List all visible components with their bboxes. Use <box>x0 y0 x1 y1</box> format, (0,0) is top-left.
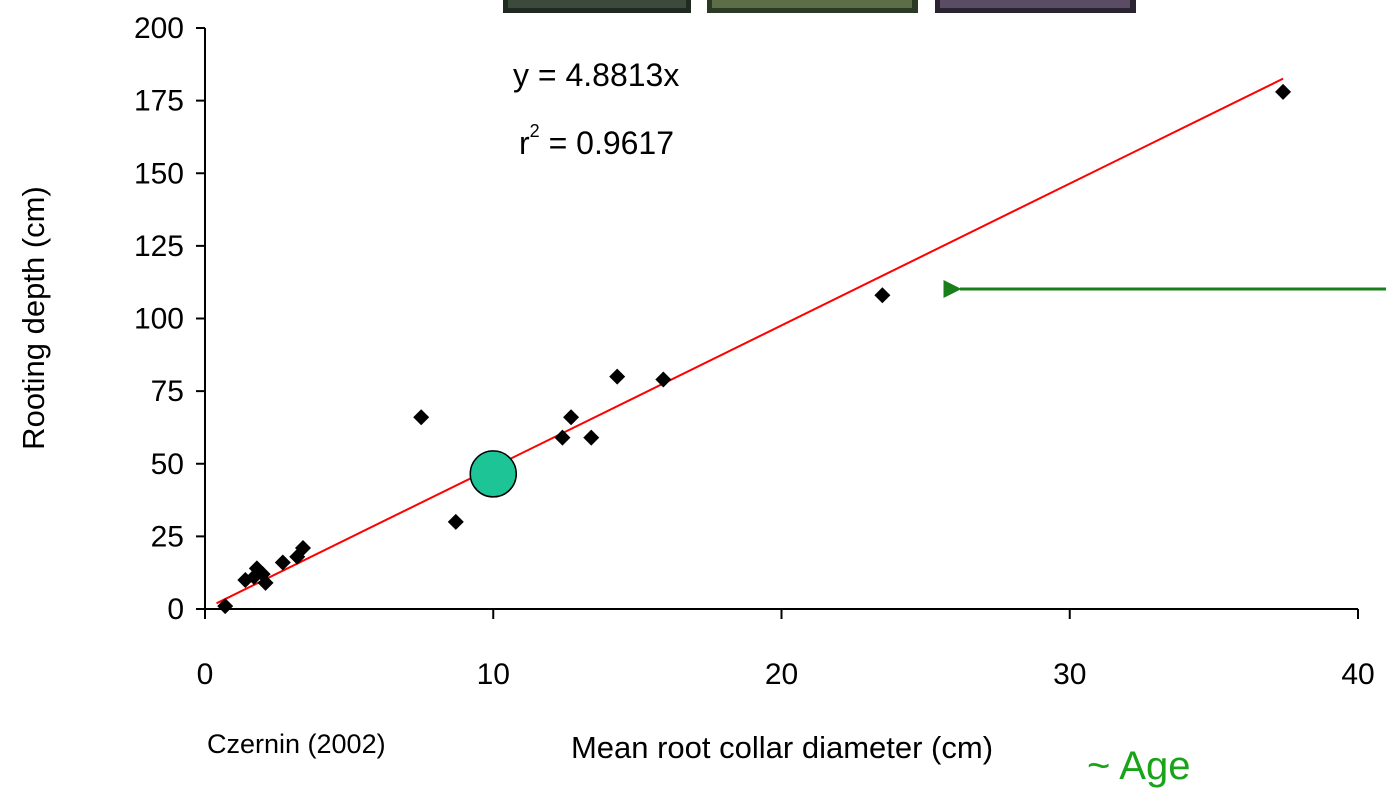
regression-equation: y = 4.8813x <box>513 57 679 93</box>
r-squared-value: = 0.9617 <box>540 125 674 161</box>
data-point <box>447 513 464 530</box>
y-tick-label: 75 <box>151 375 184 408</box>
y-tick-label: 25 <box>151 520 184 553</box>
data-point <box>655 371 672 388</box>
highlighted-point <box>469 450 517 498</box>
r-squared-exponent: 2 <box>530 121 540 141</box>
x-tick-label: 10 <box>477 658 510 691</box>
x-axis-title: Mean root collar diameter (cm) <box>571 730 993 765</box>
x-tick-label: 30 <box>1053 658 1086 691</box>
data-points <box>217 83 1292 615</box>
y-tick-label: 200 <box>134 12 184 45</box>
r-squared: r2 = 0.9617 <box>519 121 674 161</box>
data-point <box>563 409 580 426</box>
x-tick-label: 40 <box>1341 658 1374 691</box>
r-squared-prefix: r <box>519 125 530 161</box>
y-axis-title: Rooting depth (cm) <box>16 186 51 450</box>
y-ticks: 0 25 50 75 100 125 150 175 200 <box>134 12 205 626</box>
y-tick-label: 100 <box>134 303 184 336</box>
data-point <box>1275 83 1292 100</box>
y-tick-label: 175 <box>134 85 184 118</box>
x-tick-label: 20 <box>765 658 798 691</box>
y-tick-label: 50 <box>151 448 184 481</box>
trendline <box>216 77 1284 605</box>
data-point <box>874 287 891 304</box>
source-citation: Czernin (2002) <box>207 729 386 759</box>
data-point <box>413 409 430 426</box>
x-tick-label: 0 <box>197 658 214 691</box>
y-tick-label: 0 <box>167 593 184 626</box>
data-point <box>583 429 600 446</box>
data-point <box>554 429 571 446</box>
thumbnail-strip <box>503 0 1136 13</box>
data-point <box>295 539 312 556</box>
axes <box>204 28 1358 610</box>
data-point <box>274 554 291 571</box>
age-annotation: ~ Age <box>1087 744 1190 788</box>
data-point <box>257 574 274 591</box>
x-ticks: 0 10 20 30 40 <box>197 609 1375 691</box>
data-point <box>609 368 626 385</box>
y-tick-label: 125 <box>134 230 184 263</box>
data-point <box>217 598 234 615</box>
y-tick-label: 150 <box>134 157 184 190</box>
